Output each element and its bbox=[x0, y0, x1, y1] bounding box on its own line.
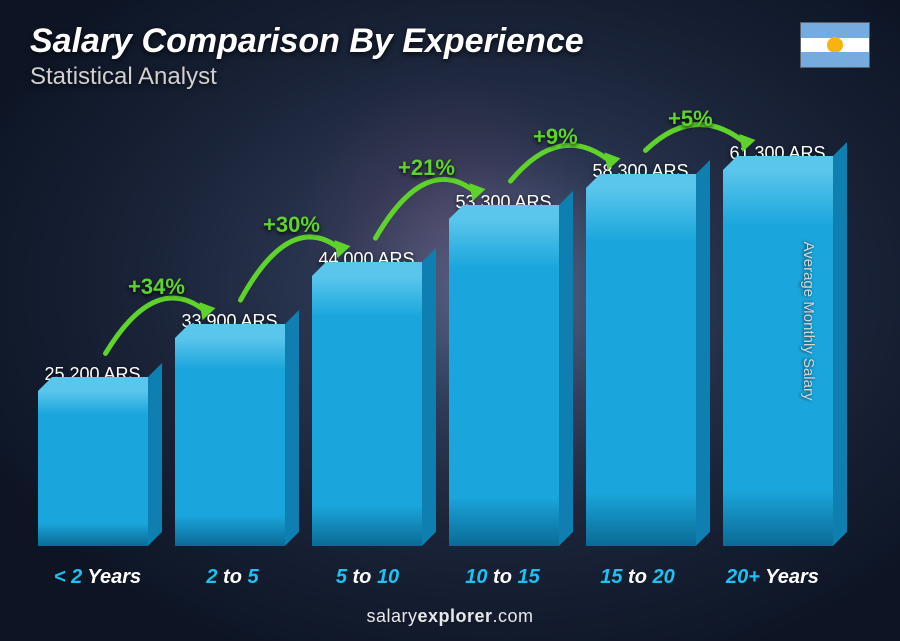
bar-front bbox=[175, 338, 285, 546]
bar-side-face bbox=[422, 248, 436, 546]
brand-part-3: .com bbox=[493, 606, 534, 626]
y-axis-label: Average Monthly Salary bbox=[800, 241, 817, 400]
page-subtitle: Statistical Analyst bbox=[30, 63, 870, 91]
header: Salary Comparison By Experience Statisti… bbox=[30, 22, 870, 91]
percent-change-label: +21% bbox=[398, 155, 455, 181]
bar bbox=[38, 391, 148, 546]
bar-front bbox=[449, 219, 559, 546]
bar-front bbox=[38, 391, 148, 546]
bar-wrap: 25,200 ARS bbox=[30, 130, 155, 546]
bar-front bbox=[586, 188, 696, 546]
bar bbox=[312, 276, 422, 546]
bar-top-face bbox=[449, 205, 573, 219]
percent-change-label: +30% bbox=[263, 212, 320, 238]
bar bbox=[449, 219, 559, 546]
flag-stripe-mid bbox=[801, 38, 869, 53]
category-label: < 2 Years bbox=[30, 566, 165, 589]
bar-wrap: 58,300 ARS bbox=[578, 130, 703, 546]
category-label: 20+ Years bbox=[705, 566, 840, 589]
bar bbox=[586, 188, 696, 546]
bar-side-face bbox=[833, 142, 847, 546]
percent-change-label: +34% bbox=[128, 274, 185, 300]
bar-wrap: 61,300 ARS bbox=[715, 130, 840, 546]
bar-side-face bbox=[285, 310, 299, 546]
bar-side-face bbox=[559, 191, 573, 546]
category-axis: < 2 Years2 to 55 to 1010 to 1515 to 2020… bbox=[30, 566, 840, 589]
flag-sun-icon bbox=[829, 39, 841, 51]
bar-top-face bbox=[723, 156, 847, 170]
page-title: Salary Comparison By Experience bbox=[30, 22, 870, 61]
bar-front bbox=[312, 276, 422, 546]
bar-side-face bbox=[148, 363, 162, 546]
bar-top-face bbox=[175, 324, 299, 338]
category-label: 5 to 10 bbox=[300, 566, 435, 589]
bar bbox=[175, 338, 285, 546]
percent-change-label: +5% bbox=[668, 106, 713, 132]
bar-wrap: 53,300 ARS bbox=[441, 130, 566, 546]
country-flag-argentina bbox=[800, 22, 870, 68]
bar-wrap: 44,000 ARS bbox=[304, 130, 429, 546]
bar-side-face bbox=[696, 160, 710, 546]
percent-change-label: +9% bbox=[533, 124, 578, 150]
flag-stripe-bot bbox=[801, 52, 869, 67]
flag-stripe-top bbox=[801, 23, 869, 38]
brand-part-1: salary bbox=[366, 606, 417, 626]
brand-part-2: explorer bbox=[417, 606, 492, 626]
category-label: 15 to 20 bbox=[570, 566, 705, 589]
footer-brand: salaryexplorer.com bbox=[0, 606, 900, 627]
category-label: 10 to 15 bbox=[435, 566, 570, 589]
category-label: 2 to 5 bbox=[165, 566, 300, 589]
bar-top-face bbox=[38, 377, 162, 391]
bar-wrap: 33,900 ARS bbox=[167, 130, 292, 546]
bar-top-face bbox=[586, 174, 710, 188]
bar-chart: 25,200 ARS33,900 ARS44,000 ARS53,300 ARS… bbox=[30, 130, 840, 546]
bar-top-face bbox=[312, 262, 436, 276]
